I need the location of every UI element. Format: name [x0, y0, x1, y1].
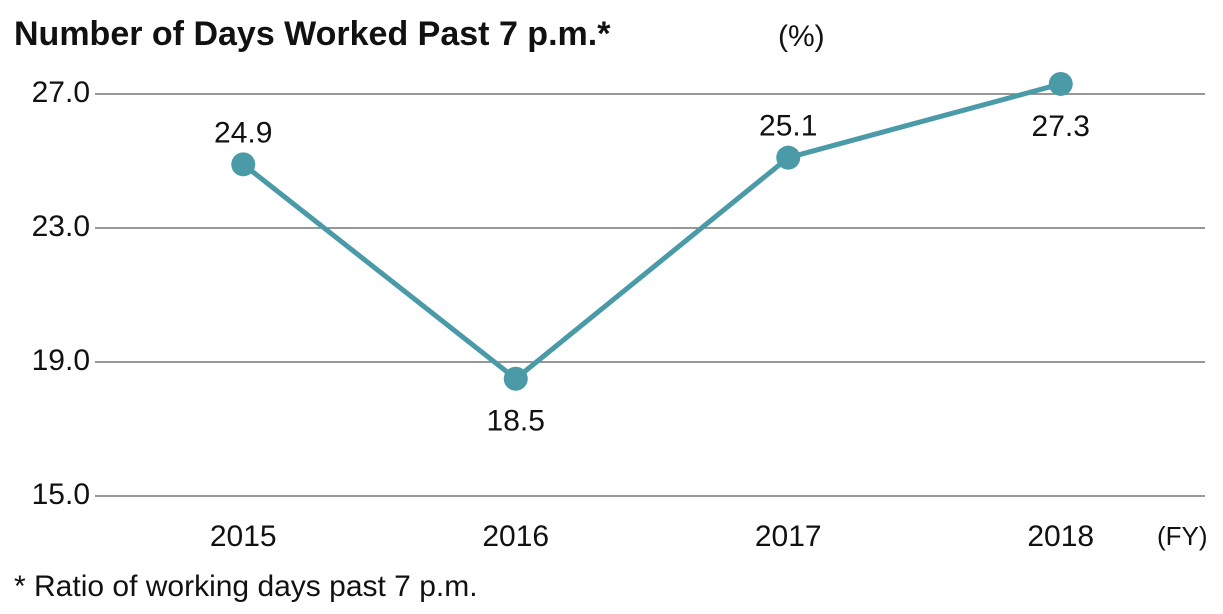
- x-tick-label: 2018: [1027, 520, 1094, 553]
- x-tick-label: 2015: [210, 520, 277, 553]
- point: [1048, 71, 1073, 96]
- data-label: 24.9: [214, 116, 272, 149]
- y-tick-label: 19.0: [32, 344, 90, 377]
- y-unit: (%): [778, 20, 825, 53]
- x-tick-label: 2016: [482, 520, 549, 553]
- y-tick-label: 27.0: [32, 76, 90, 109]
- chart-title: Number of Days Worked Past 7 p.m.*: [14, 15, 611, 53]
- footnote: * Ratio of working days past 7 p.m.: [14, 570, 478, 603]
- y-tick-label: 23.0: [32, 210, 90, 243]
- line: [241, 81, 1062, 382]
- x-unit: (FY): [1157, 521, 1208, 551]
- data-label: 27.3: [1032, 110, 1090, 143]
- y-tick-label: 15.0: [32, 478, 90, 511]
- data-label: 25.1: [759, 110, 817, 143]
- data-label: 18.5: [487, 405, 545, 438]
- point: [503, 366, 528, 391]
- x-tick-label: 2017: [755, 520, 822, 553]
- point: [231, 152, 256, 177]
- point: [776, 145, 801, 170]
